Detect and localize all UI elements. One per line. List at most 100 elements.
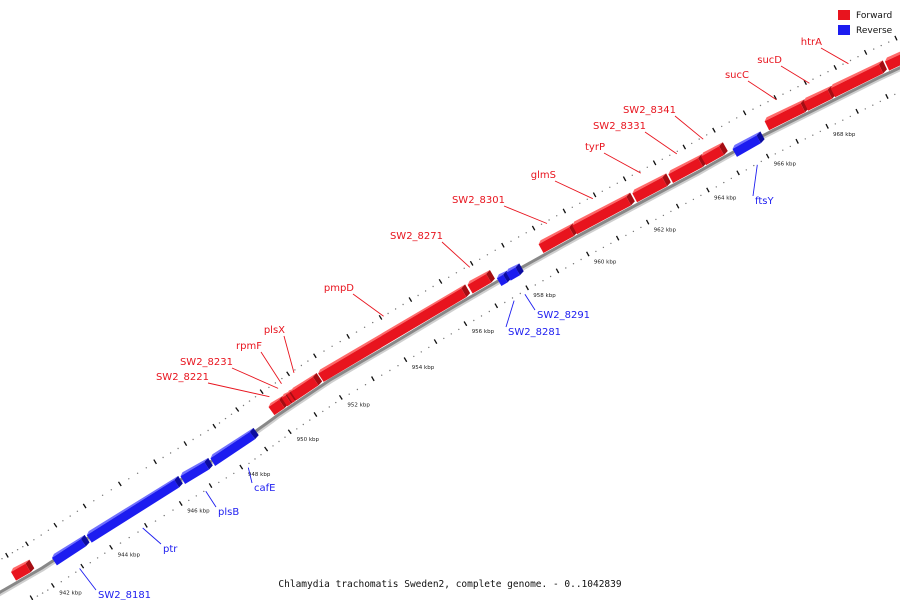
scale-dot	[888, 41, 890, 43]
scale-dot	[11, 552, 14, 554]
scale-tick	[855, 108, 859, 114]
scale-tick	[894, 35, 898, 41]
gene-cafe[interactable]	[210, 427, 259, 466]
gene-top-face	[538, 223, 573, 245]
gene-succ[interactable]	[764, 99, 809, 131]
scale-dot	[364, 384, 367, 386]
scale-dot	[424, 290, 427, 292]
scale-tick	[615, 235, 620, 241]
scale-dot	[849, 59, 852, 62]
gene-top-face	[11, 559, 30, 573]
gene-label[interactable]: ptr	[163, 544, 178, 555]
scale-tick	[313, 353, 317, 359]
gene-side-face	[878, 60, 887, 74]
gene-sw2_8181[interactable]	[51, 534, 90, 566]
gene-label[interactable]: rpmF	[236, 341, 262, 352]
scale-dot	[676, 150, 678, 152]
scale-dot	[397, 365, 399, 367]
scale-dot	[203, 490, 205, 493]
scale-dot	[128, 536, 130, 539]
scale-dot	[640, 226, 642, 229]
scale-dot	[233, 472, 235, 475]
backbone-line	[0, 66, 900, 594]
gene-label[interactable]: SW2_8331	[593, 121, 646, 132]
gene-label[interactable]: sucC	[725, 70, 749, 81]
gene-label[interactable]: tyrP	[585, 142, 605, 153]
gene-unnamed-22[interactable]	[884, 38, 900, 71]
gene-top-face	[318, 284, 466, 374]
gene-label[interactable]: htrA	[801, 37, 822, 48]
gene-label[interactable]: plsX	[264, 325, 285, 336]
scale-tick	[408, 297, 413, 303]
gene-htra[interactable]	[830, 60, 887, 98]
gene-label[interactable]: SW2_8281	[508, 327, 561, 338]
scale-dot	[323, 350, 325, 352]
gene-unnamed-0[interactable]	[11, 559, 35, 581]
reverse-legend-label: Reverse	[856, 26, 893, 36]
gene-front-face	[764, 103, 806, 131]
scale-tick	[338, 394, 343, 400]
gene-sw2_8281[interactable]	[496, 270, 512, 286]
gene-top-face	[286, 388, 294, 395]
scale-dot	[96, 557, 99, 559]
gene-label[interactable]: pmpD	[324, 283, 354, 294]
gene-sw2_8341[interactable]	[701, 142, 728, 166]
scale-tick	[235, 407, 240, 412]
gene-sw2_8291[interactable]	[506, 263, 524, 281]
scale-dot	[480, 315, 483, 317]
gene-glms[interactable]	[572, 192, 635, 235]
scale-dot	[511, 297, 514, 299]
gene-label[interactable]: SW2_8271	[390, 231, 443, 242]
gene-ptr[interactable]	[86, 475, 183, 543]
reverse-legend-swatch	[838, 25, 850, 35]
scale-dot	[60, 581, 62, 583]
gene-sw2_8221[interactable]	[268, 395, 289, 416]
gene-label[interactable]: glmS	[531, 170, 556, 181]
gene-top-face	[830, 60, 883, 89]
scale-dot	[625, 234, 627, 237]
gene-label[interactable]: sucD	[757, 55, 782, 66]
gene-label[interactable]: ftsY	[755, 196, 774, 207]
gene-sucd[interactable]	[803, 85, 836, 111]
gene-sw2_8331[interactable]	[668, 154, 707, 184]
gene-label[interactable]: SW2_8301	[452, 195, 505, 206]
scale-dot	[580, 258, 582, 261]
gene-plsb[interactable]	[180, 457, 213, 484]
scale-dot	[67, 576, 70, 578]
gene-label[interactable]: cafE	[254, 483, 275, 494]
scale-dot	[254, 458, 256, 460]
gene-sw2_8271[interactable]	[467, 270, 495, 294]
scale-tick	[494, 303, 499, 309]
gene-label[interactable]: plsB	[218, 507, 239, 518]
scale-tick	[712, 127, 716, 133]
scale-dot	[335, 401, 337, 404]
scale-tick	[795, 138, 799, 144]
scale-dot	[670, 210, 672, 213]
scale-dot	[857, 56, 859, 58]
scale-dot	[812, 134, 814, 136]
gene-label[interactable]: SW2_8291	[537, 310, 590, 321]
gene-top-face	[632, 173, 667, 194]
scale-dot	[248, 400, 251, 402]
gene-pmpd[interactable]	[318, 284, 471, 382]
gene-tyrp[interactable]	[632, 173, 671, 203]
backbone	[0, 66, 900, 597]
gene-leader-line	[603, 152, 642, 174]
scale-tick	[525, 285, 529, 291]
scale-dot	[119, 542, 122, 544]
gene-sw2_8301[interactable]	[538, 223, 578, 253]
gene-side-face	[312, 373, 323, 386]
gene-plsx[interactable]	[290, 373, 323, 401]
scale-dot	[864, 108, 866, 110]
gene-front-face	[290, 377, 319, 401]
gene-label[interactable]: SW2_8341	[623, 105, 676, 116]
gene-leader-line	[441, 241, 471, 268]
scale-dot	[819, 74, 822, 77]
gene-label[interactable]: SW2_8231	[180, 357, 233, 368]
scale-dot	[110, 489, 113, 491]
gene-label[interactable]: SW2_8221	[156, 372, 209, 383]
gene-ftsy[interactable]	[732, 131, 765, 157]
scale-dot	[692, 198, 695, 201]
gene-label[interactable]: SW2_8181	[98, 590, 151, 600]
scale-dot	[834, 123, 836, 125]
